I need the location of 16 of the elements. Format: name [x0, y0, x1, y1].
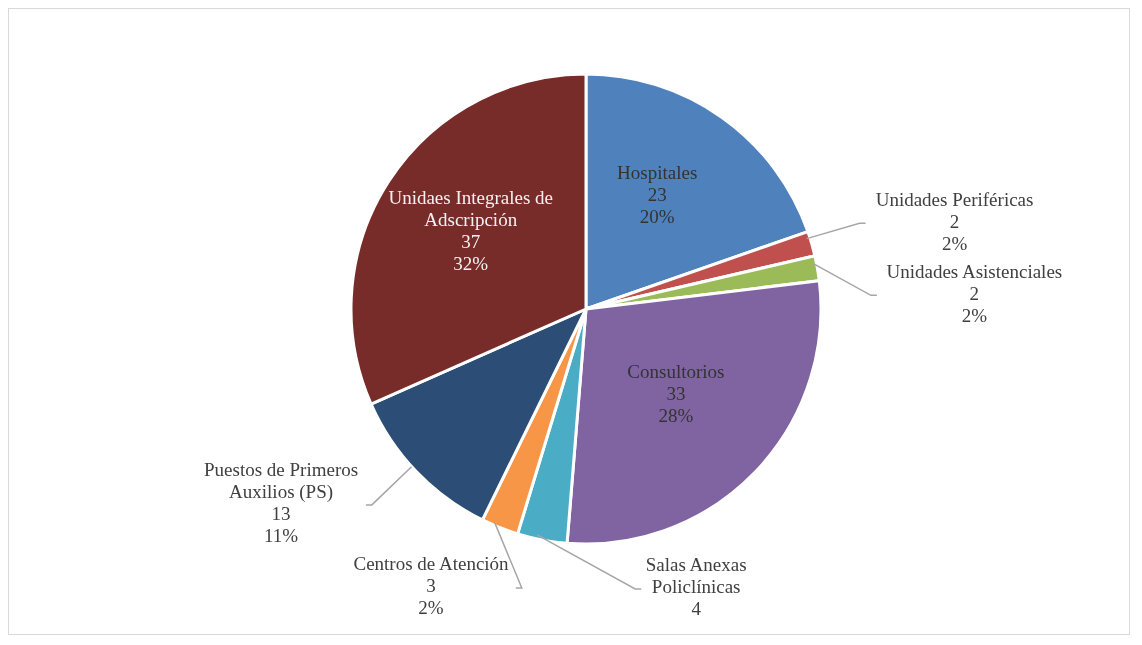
data-label: 4 [691, 598, 702, 620]
data-label: 33 28% [658, 382, 694, 426]
slice-label: Puestos de Primeros Auxilios (PS) [204, 459, 359, 504]
data-label: 2 2% [941, 210, 968, 254]
slice-label: Hospitales [617, 162, 698, 184]
slice-label: Unidades Periféricas [875, 188, 1034, 210]
data-label: 13 11% [264, 503, 299, 547]
slice-label: Salas Anexas Policlínicas [645, 554, 747, 598]
slice-label: Consultorios [627, 360, 725, 382]
slice-label: Unidades Asistenciales [886, 260, 1063, 282]
slice-label: Unidaes Integrales de Adscripción [388, 186, 554, 230]
data-label: 3 2% [418, 575, 444, 619]
data-label: 23 20% [639, 184, 675, 228]
data-label: 2 2% [961, 282, 988, 326]
slice-label: Centros de Atención [353, 553, 510, 575]
data-label: 37 32% [453, 230, 489, 274]
